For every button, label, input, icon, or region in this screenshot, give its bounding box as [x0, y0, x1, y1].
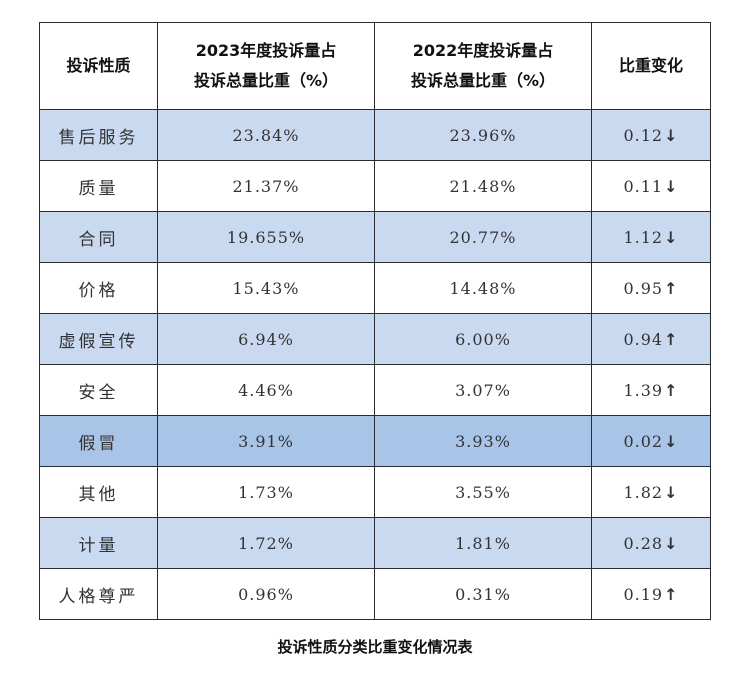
arrow-down-icon: ↓ [664, 482, 679, 502]
cell-share-change: 0.02↓ [591, 415, 711, 467]
cell-share-2022: 21.48% [374, 160, 592, 212]
cell-share-2022: 1.81% [374, 517, 592, 569]
table-row: 售后服务 23.84% 23.96% 0.12↓ [39, 109, 711, 161]
change-value: 0.28 [623, 533, 664, 553]
arrow-down-icon: ↓ [664, 125, 679, 145]
cell-share-2023: 3.91% [157, 415, 375, 467]
header-share-2022-line2: 投诉总量比重（%） [410, 71, 556, 90]
cell-share-change: 1.82↓ [591, 466, 711, 518]
change-value: 0.95 [623, 278, 664, 298]
cell-share-change: 0.19↑ [591, 568, 711, 620]
table-row: 计量 1.72% 1.81% 0.28↓ [39, 517, 711, 569]
cell-share-change: 0.94↑ [591, 313, 711, 365]
change-value: 1.39 [623, 380, 664, 400]
table-row: 质量 21.37% 21.48% 0.11↓ [39, 160, 711, 212]
cell-share-2023: 6.94% [157, 313, 375, 365]
change-value: 1.82 [623, 482, 664, 502]
cell-share-2023: 1.72% [157, 517, 375, 569]
table-row: 合同 19.655% 20.77% 1.12↓ [39, 211, 711, 263]
cell-complaint-type: 质量 [39, 160, 158, 212]
change-value: 0.94 [623, 329, 664, 349]
table-caption: 投诉性质分类比重变化情况表 [277, 638, 473, 656]
cell-complaint-type: 人格尊严 [39, 568, 158, 620]
arrow-down-icon: ↓ [664, 431, 679, 451]
cell-share-change: 0.11↓ [591, 160, 711, 212]
change-value: 0.12 [623, 125, 664, 145]
cell-share-2023: 1.73% [157, 466, 375, 518]
cell-share-2023: 23.84% [157, 109, 375, 161]
arrow-down-icon: ↓ [664, 533, 679, 553]
cell-share-2022: 3.93% [374, 415, 592, 467]
cell-complaint-type: 安全 [39, 364, 158, 416]
arrow-up-icon: ↑ [664, 278, 679, 298]
change-value: 1.12 [623, 227, 664, 247]
cell-share-2023: 0.96% [157, 568, 375, 620]
cell-complaint-type: 合同 [39, 211, 158, 263]
header-share-2023-line1: 2023年度投诉量占 [195, 41, 337, 60]
cell-share-2022: 3.55% [374, 466, 592, 518]
table-row: 人格尊严 0.96% 0.31% 0.19↑ [39, 568, 711, 620]
header-share-change: 比重变化 [591, 22, 711, 110]
cell-complaint-type: 售后服务 [39, 109, 158, 161]
cell-share-change: 0.12↓ [591, 109, 711, 161]
cell-share-2022: 6.00% [374, 313, 592, 365]
cell-complaint-type: 其他 [39, 466, 158, 518]
cell-complaint-type: 假冒 [39, 415, 158, 467]
arrow-up-icon: ↑ [664, 380, 679, 400]
arrow-down-icon: ↓ [664, 227, 679, 247]
arrow-up-icon: ↑ [664, 329, 679, 349]
header-share-2022: 2022年度投诉量占 投诉总量比重（%） [374, 22, 592, 110]
table-row: 假冒 3.91% 3.93% 0.02↓ [39, 415, 711, 467]
header-share-2023: 2023年度投诉量占 投诉总量比重（%） [157, 22, 375, 110]
table-row: 安全 4.46% 3.07% 1.39↑ [39, 364, 711, 416]
arrow-down-icon: ↓ [664, 176, 679, 196]
cell-share-change: 0.95↑ [591, 262, 711, 314]
complaint-share-table: 投诉性质 2023年度投诉量占 投诉总量比重（%） 2022年度投诉量占 投诉总… [39, 22, 711, 620]
complaint-share-table-container: 投诉性质 2023年度投诉量占 投诉总量比重（%） 2022年度投诉量占 投诉总… [39, 22, 711, 620]
cell-share-2022: 23.96% [374, 109, 592, 161]
cell-share-2022: 3.07% [374, 364, 592, 416]
table-row: 虚假宣传 6.94% 6.00% 0.94↑ [39, 313, 711, 365]
cell-complaint-type: 计量 [39, 517, 158, 569]
cell-share-2023: 15.43% [157, 262, 375, 314]
cell-complaint-type: 虚假宣传 [39, 313, 158, 365]
cell-share-change: 1.39↑ [591, 364, 711, 416]
table-row: 价格 15.43% 14.48% 0.95↑ [39, 262, 711, 314]
cell-share-2022: 0.31% [374, 568, 592, 620]
cell-complaint-type: 价格 [39, 262, 158, 314]
header-complaint-type: 投诉性质 [39, 22, 158, 110]
table-row: 其他 1.73% 3.55% 1.82↓ [39, 466, 711, 518]
header-share-2022-line1: 2022年度投诉量占 [412, 41, 554, 60]
change-value: 0.11 [623, 176, 664, 196]
cell-share-2022: 20.77% [374, 211, 592, 263]
cell-share-change: 1.12↓ [591, 211, 711, 263]
cell-share-2022: 14.48% [374, 262, 592, 314]
cell-share-2023: 4.46% [157, 364, 375, 416]
change-value: 0.02 [623, 431, 664, 451]
cell-share-2023: 19.655% [157, 211, 375, 263]
change-value: 0.19 [623, 584, 664, 604]
cell-share-2023: 21.37% [157, 160, 375, 212]
header-share-2023-line2: 投诉总量比重（%） [193, 71, 339, 90]
cell-share-change: 0.28↓ [591, 517, 711, 569]
table-header-row: 投诉性质 2023年度投诉量占 投诉总量比重（%） 2022年度投诉量占 投诉总… [39, 22, 711, 110]
arrow-up-icon: ↑ [664, 584, 679, 604]
